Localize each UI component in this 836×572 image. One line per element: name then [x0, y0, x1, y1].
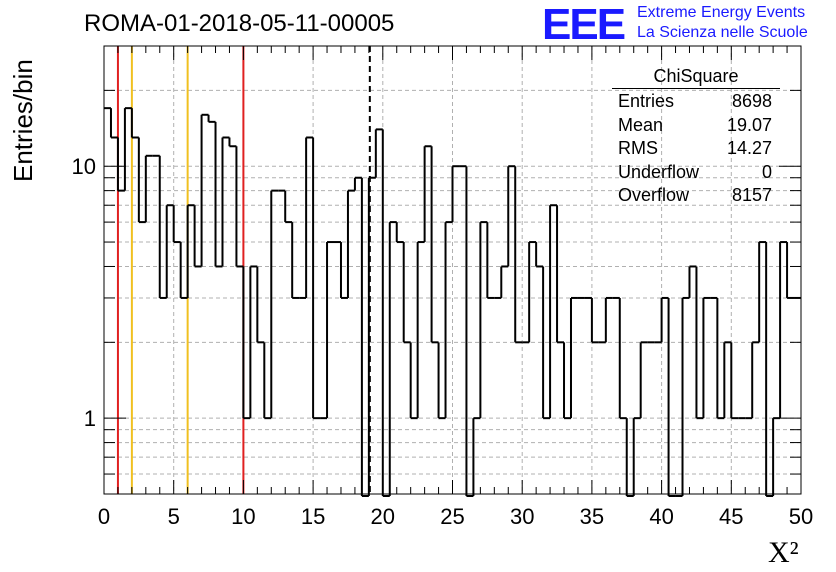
y-axis-label: Entries/bin: [8, 59, 38, 182]
x-tick-label: 5: [168, 504, 180, 529]
x-tick-label: 40: [649, 504, 673, 529]
x-tick-label: 15: [301, 504, 325, 529]
stats-title: ChiSquare: [612, 66, 780, 89]
stats-value: 19.07: [726, 114, 772, 135]
x-tick-label: 45: [719, 504, 743, 529]
stats-row-rms: RMS 14.27: [612, 137, 780, 161]
x-tick-label: 10: [231, 504, 255, 529]
x-tick-label: 0: [98, 504, 110, 529]
stats-value: 8698: [731, 91, 772, 111]
x-tick-label: 25: [440, 504, 464, 529]
eee-logo: EEE: [542, 0, 626, 49]
stats-box: ChiSquare Entries 8698 Mean 19.07 RMS 14…: [612, 66, 780, 208]
x-tick-label: 50: [789, 504, 813, 529]
x-axis-label: X²: [768, 536, 799, 569]
stats-label: Overflow: [618, 185, 690, 205]
stats-value: 8157: [731, 185, 772, 205]
logo-text-line2: La Scienza nelle Scuole: [637, 24, 808, 41]
stats-row-entries: Entries 8698: [612, 90, 780, 114]
stats-value: 14.27: [726, 138, 772, 158]
y-tick-label: 1: [84, 406, 96, 431]
x-tick-label: 30: [510, 504, 534, 529]
x-tick-label: 20: [371, 504, 395, 529]
x-axis-ticks: 0 5 10 15 20 25 30 35 40 45 50: [98, 46, 813, 529]
chart-title: ROMA-01-2018-05-11-00005: [84, 10, 395, 37]
y-tick-label: 10: [72, 154, 96, 179]
stats-label: Mean: [618, 114, 664, 135]
stats-label: Entries: [618, 91, 675, 111]
stats-label: RMS: [618, 138, 658, 158]
x-tick-label: 35: [580, 504, 604, 529]
stats-value: 0: [761, 161, 772, 182]
logo-text-line1: Extreme Energy Events: [637, 4, 806, 21]
stats-label: Underflow: [618, 161, 700, 182]
y-axis-ticks: 1 10: [72, 89, 801, 475]
stats-row-overflow: Overflow 8157: [612, 184, 780, 208]
stats-row-underflow: Underflow 0: [612, 161, 780, 185]
stats-row-mean: Mean 19.07: [612, 114, 780, 138]
histogram-bars: [104, 107, 801, 497]
